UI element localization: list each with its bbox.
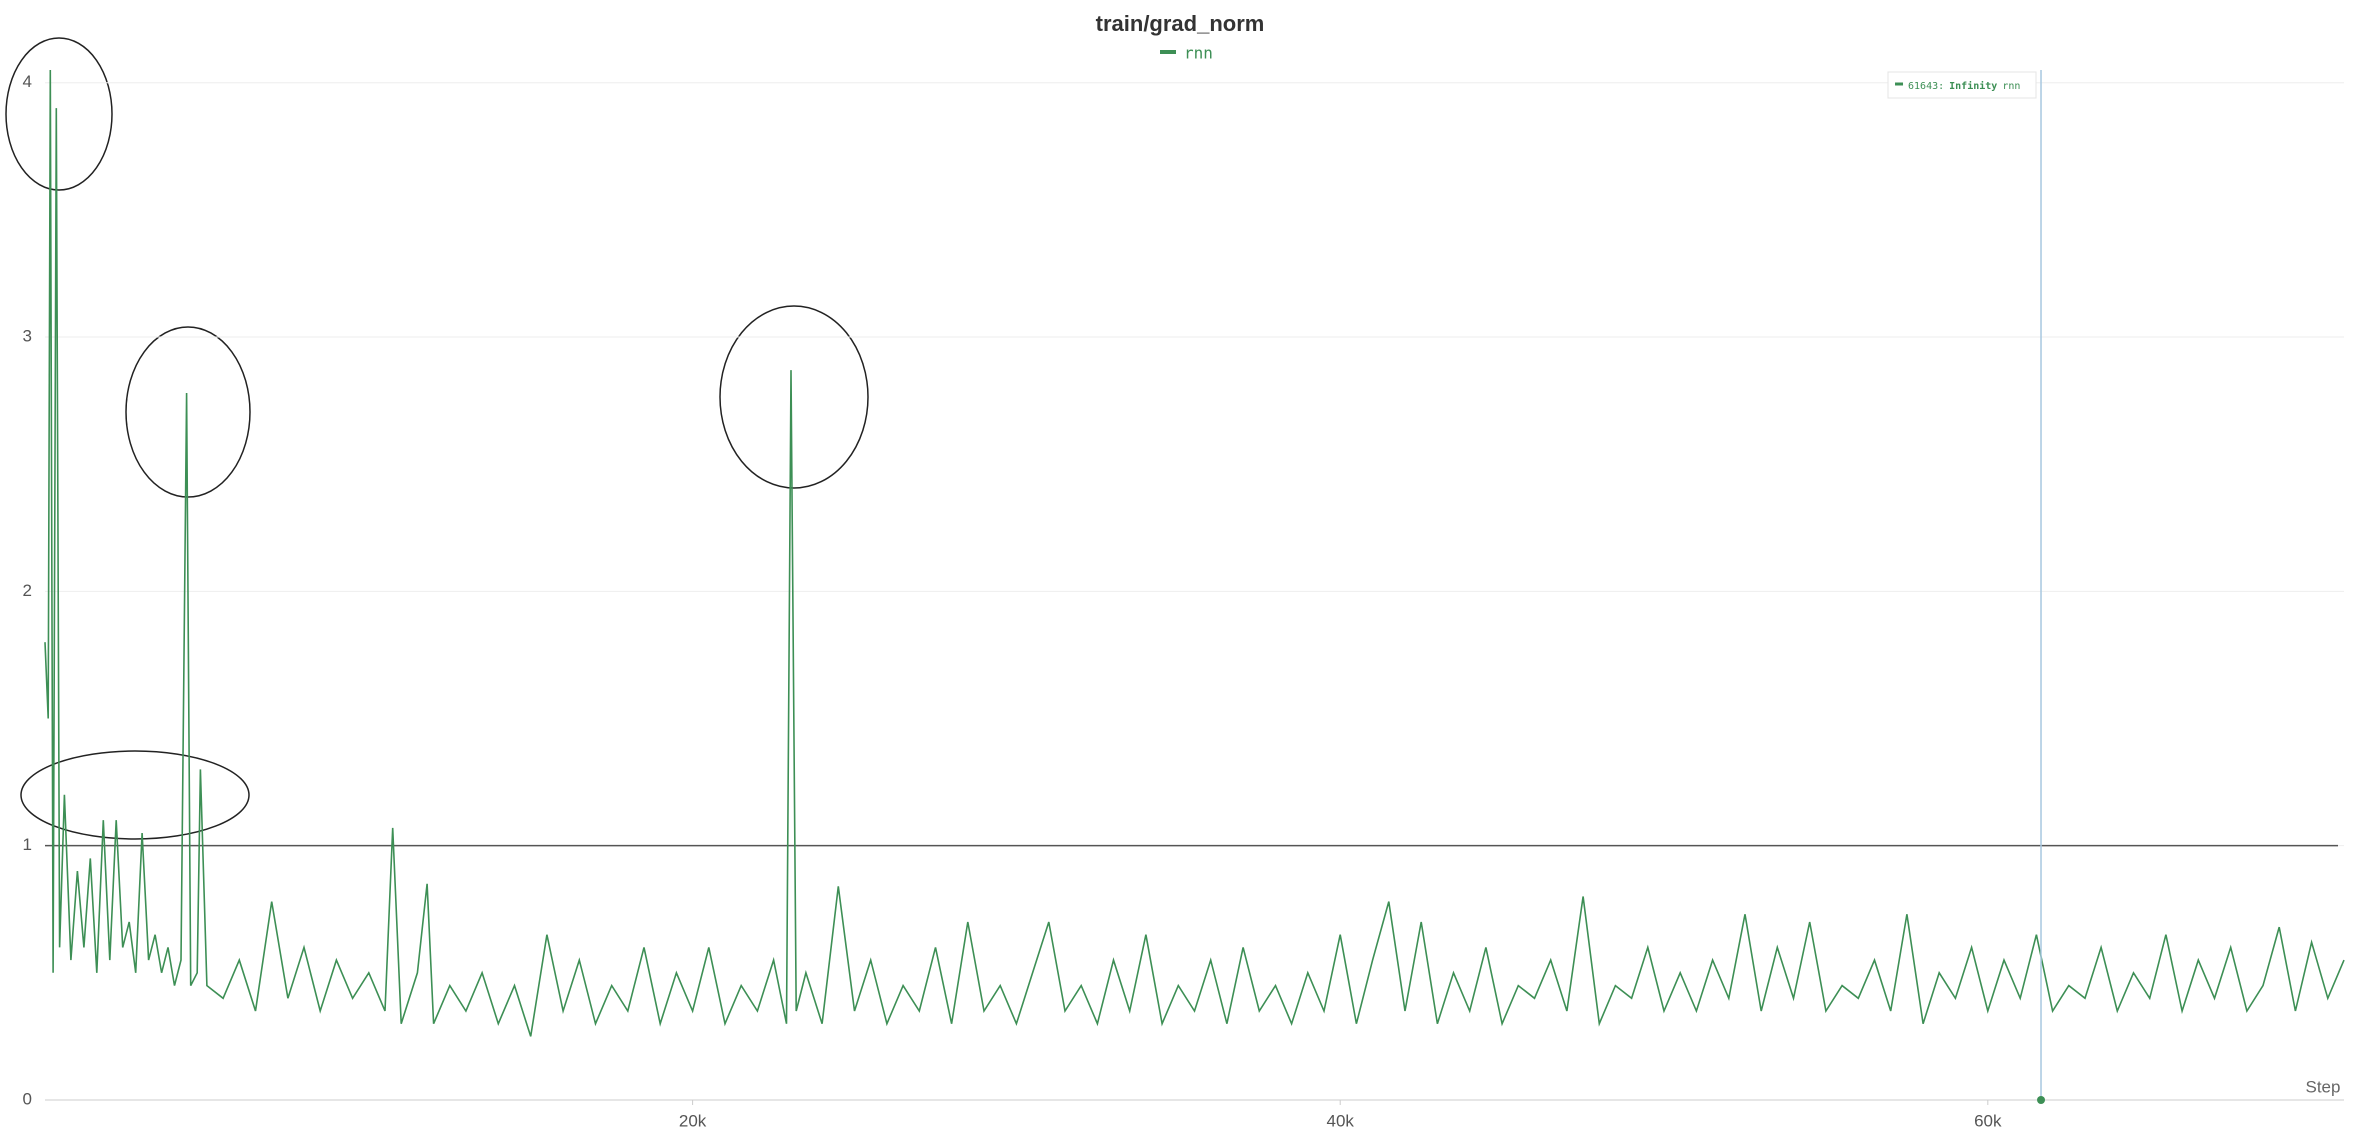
y-tick-label: 4 bbox=[23, 72, 32, 91]
series-line bbox=[44, 69, 2345, 1037]
ellipse bbox=[20, 750, 250, 840]
y-tick-label: 2 bbox=[23, 581, 32, 600]
tooltip-part: 61643: bbox=[1908, 81, 1944, 92]
tooltip-box bbox=[1887, 71, 2037, 99]
legend-label: rnn bbox=[1184, 44, 1213, 63]
x-tick-label: 40k bbox=[1327, 1111, 1355, 1130]
hover-dot bbox=[2037, 1096, 2046, 1104]
y-tick-label: 1 bbox=[23, 835, 32, 854]
x-tick-label: 60k bbox=[1974, 1111, 2002, 1130]
ellipse bbox=[5, 37, 113, 191]
y-tick-label: 0 bbox=[23, 1089, 32, 1108]
x-axis-label: Step bbox=[2306, 1077, 2341, 1096]
annotation-ellipses bbox=[5, 37, 869, 840]
x-tick-label: 20k bbox=[679, 1111, 707, 1130]
y-tick-label: 3 bbox=[23, 327, 32, 346]
tooltip-text: 61643: Infinity rnn bbox=[1908, 80, 2020, 92]
ellipse bbox=[125, 326, 251, 498]
tooltip-part: Infinity bbox=[1949, 80, 1997, 92]
ellipse bbox=[719, 305, 869, 489]
tooltip-part: rnn bbox=[2002, 81, 2020, 92]
chart-title: train/grad_norm bbox=[1096, 11, 1265, 36]
